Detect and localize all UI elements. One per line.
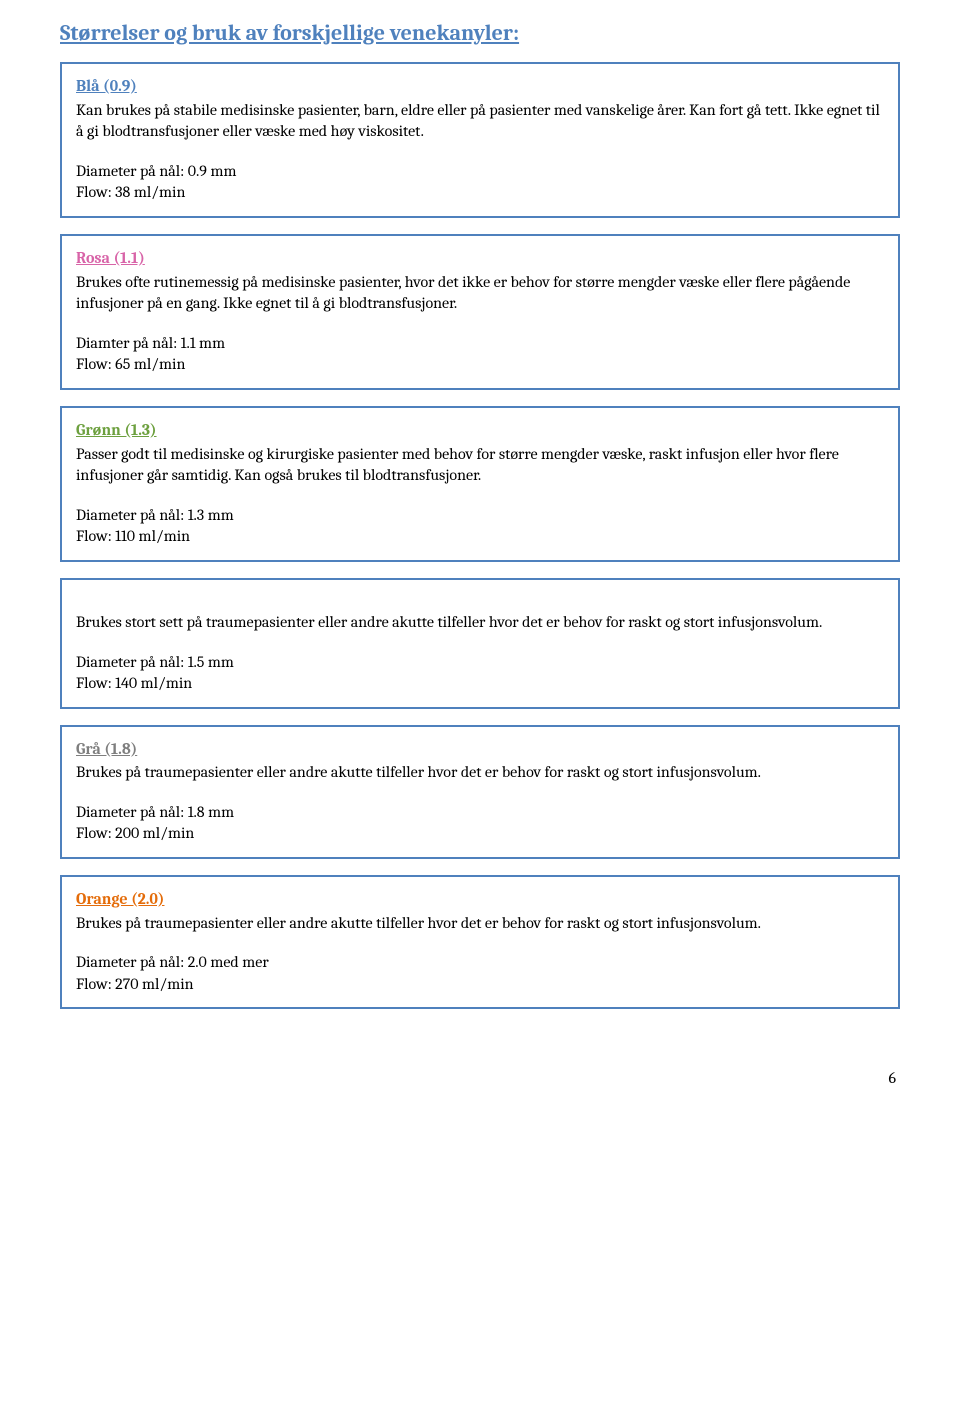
box-description: Brukes stort sett på traumepasienter ell… [76,612,884,634]
flow-line: Flow: 140 ml/min [76,673,884,695]
cannula-box-green: Grønn (1.3) Passer godt til medisinske o… [60,406,900,562]
diameter-line: Diameter på nål: 2.0 med mer [76,952,884,974]
box-description: Brukes ofte rutinemessig på medisinske p… [76,272,884,315]
box-title: Grå (1.8) [76,739,884,761]
cannula-box-pink: Rosa (1.1) Brukes ofte rutinemessig på m… [60,234,900,390]
cannula-box-orange: Orange (2.0) Brukes på traumepasienter e… [60,875,900,1009]
page-title: Størrelser og bruk av forskjellige venek… [60,20,900,46]
flow-line: Flow: 110 ml/min [76,526,884,548]
flow-line: Flow: 65 ml/min [76,354,884,376]
diameter-line: Diamter på nål: 1.1 mm [76,333,884,355]
flow-line: Flow: 200 ml/min [76,823,884,845]
diameter-line: Diameter på nål: 0.9 mm [76,161,884,183]
diameter-line: Diameter på nål: 1.5 mm [76,652,884,674]
page-number: 6 [60,1069,900,1087]
cannula-box-blue: Blå (0.9) Kan brukes på stabile medisins… [60,62,900,218]
box-description: Kan brukes på stabile medisinske pasient… [76,100,884,143]
box-description: Passer godt til medisinske og kirurgiske… [76,444,884,487]
box-description: Brukes på traumepasienter eller andre ak… [76,913,884,935]
box-title: Blå (0.9) [76,76,884,98]
cannula-box-untitled: Brukes stort sett på traumepasienter ell… [60,578,900,709]
diameter-line: Diameter på nål: 1.8 mm [76,802,884,824]
diameter-line: Diameter på nål: 1.3 mm [76,505,884,527]
box-title: Grønn (1.3) [76,420,884,442]
box-description: Brukes på traumepasienter eller andre ak… [76,762,884,784]
box-title: Orange (2.0) [76,889,884,911]
cannula-box-grey: Grå (1.8) Brukes på traumepasienter elle… [60,725,900,859]
box-title: Rosa (1.1) [76,248,884,270]
flow-line: Flow: 38 ml/min [76,182,884,204]
flow-line: Flow: 270 ml/min [76,974,884,996]
